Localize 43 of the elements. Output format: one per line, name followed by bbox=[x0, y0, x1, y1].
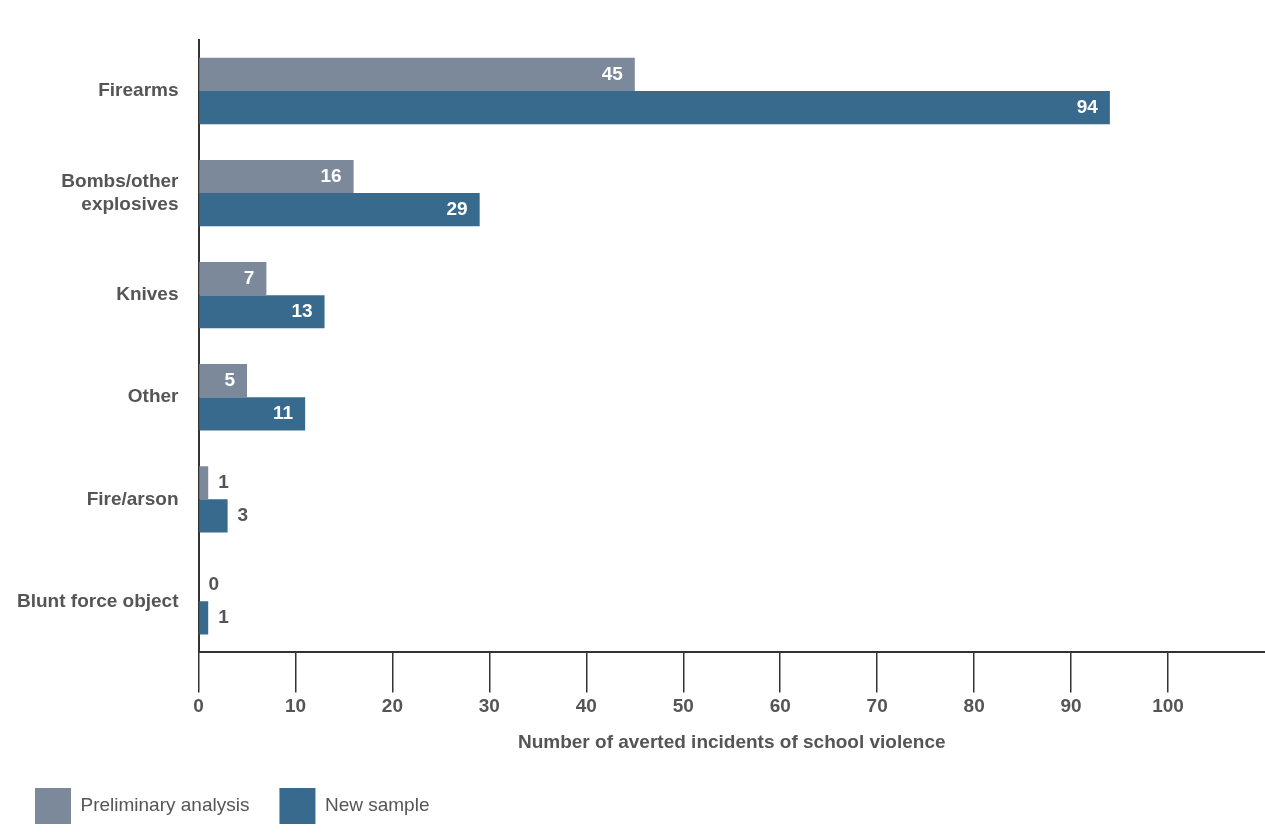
legend-label: New sample bbox=[324, 794, 430, 816]
data-label: 5 bbox=[224, 368, 236, 390]
y-tick-label: Blunt force object bbox=[16, 589, 180, 611]
y-tick-label: Knives bbox=[116, 283, 179, 305]
bar bbox=[199, 57, 635, 92]
x-tick-label: 0 bbox=[193, 695, 204, 717]
bar bbox=[199, 295, 325, 329]
y-tick-label: Fire/arson bbox=[86, 487, 179, 509]
x-tick-label: 60 bbox=[769, 695, 791, 717]
bar bbox=[199, 397, 306, 431]
x-tick-label: 50 bbox=[672, 695, 694, 717]
bar bbox=[199, 466, 209, 500]
y-tick-label: Firearms bbox=[98, 79, 179, 101]
bar bbox=[199, 364, 247, 398]
bar bbox=[199, 193, 480, 227]
data-label: 16 bbox=[320, 164, 342, 186]
x-tick-label: 10 bbox=[284, 695, 307, 717]
data-label: 1 bbox=[218, 470, 230, 492]
x-tick-label: 20 bbox=[381, 695, 403, 717]
x-tick-label: 80 bbox=[963, 695, 985, 717]
x-axis-title: Number of averted incidents of school violence bbox=[517, 730, 946, 752]
bar bbox=[199, 601, 209, 635]
data-label: 29 bbox=[446, 197, 468, 219]
bar bbox=[199, 262, 267, 296]
data-label: 11 bbox=[273, 402, 294, 424]
data-label: 3 bbox=[237, 504, 249, 526]
y-tick-label: Other bbox=[127, 385, 180, 407]
y-tick-label: Bombs/other explosives bbox=[61, 169, 180, 214]
data-label: 94 bbox=[1076, 95, 1099, 117]
data-label: 7 bbox=[243, 266, 255, 288]
x-tick-label: 100 bbox=[1152, 695, 1184, 717]
bar bbox=[199, 499, 228, 533]
data-label: 1 bbox=[218, 606, 230, 628]
data-label: 13 bbox=[291, 299, 313, 321]
bar bbox=[199, 91, 1110, 125]
data-label: 0 bbox=[208, 573, 220, 595]
data-label: 45 bbox=[601, 62, 624, 84]
legend-label: Preliminary analysis bbox=[80, 794, 250, 816]
x-tick-label: 40 bbox=[575, 695, 597, 717]
x-tick-label: 30 bbox=[478, 695, 500, 717]
x-tick-label: 70 bbox=[866, 695, 888, 717]
bar bbox=[199, 159, 354, 194]
x-tick-label: 90 bbox=[1060, 695, 1082, 717]
